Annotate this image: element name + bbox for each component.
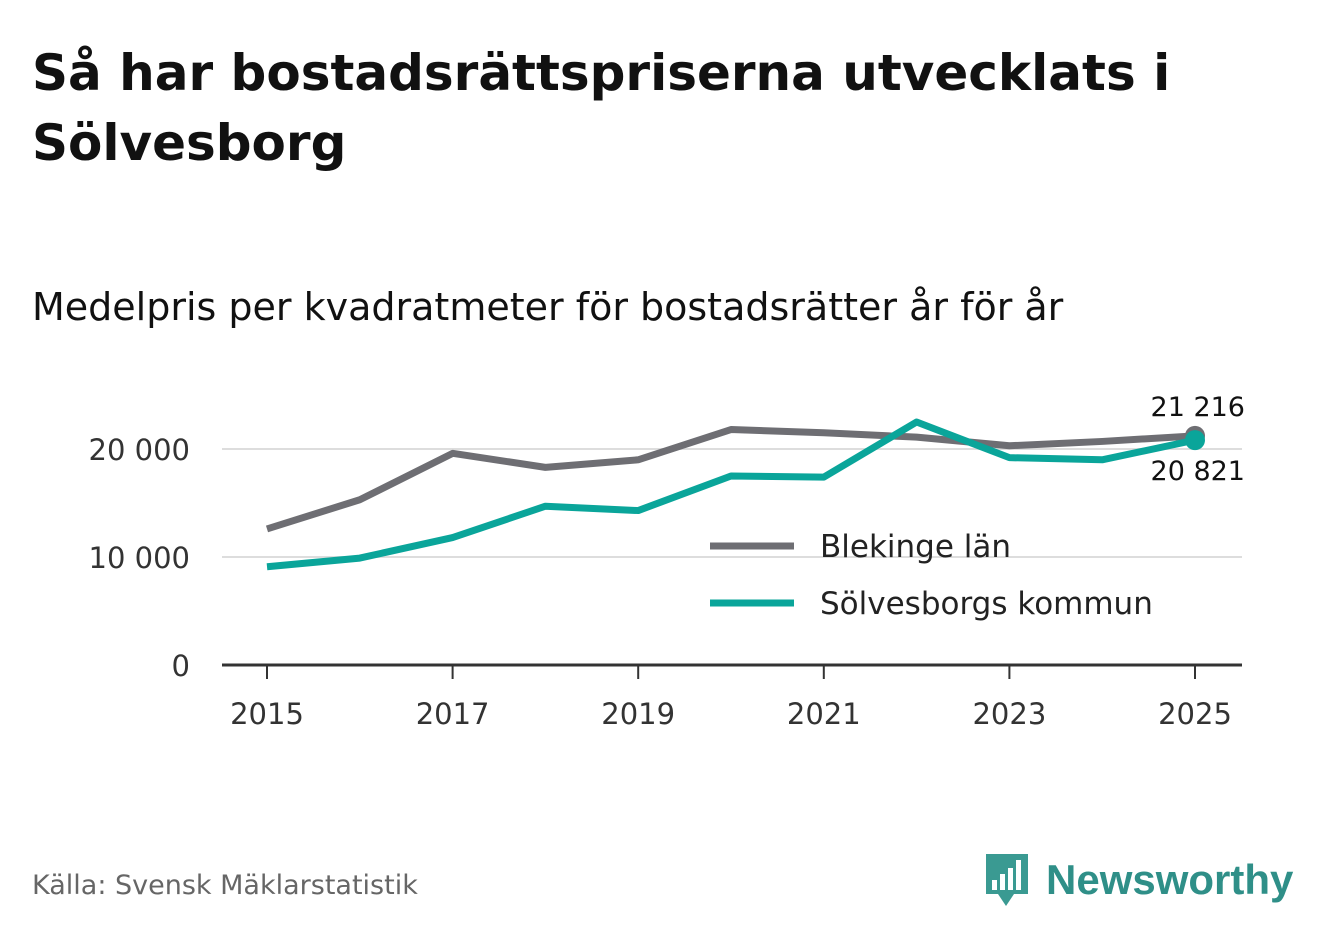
- series-line-solvesborgs-kommun: [266, 418, 1196, 571]
- legend-label: Blekinge län: [820, 529, 1011, 565]
- source-note: Källa: Svensk Mäklarstatistik: [32, 870, 418, 901]
- x-tick-label: 2023: [972, 697, 1046, 731]
- end-value-label-blekinge-lan: 21 216: [1151, 392, 1245, 423]
- y-tick-label: 20 000: [89, 433, 190, 467]
- legend-label: Sölvesborgs kommun: [820, 586, 1153, 622]
- x-tick-label: 2015: [230, 697, 304, 731]
- x-tick-label: 2021: [787, 697, 861, 731]
- x-tick-label: 2017: [416, 697, 490, 731]
- brand-logo: Newsworthy: [982, 850, 1293, 910]
- chart-subtitle: Medelpris per kvadratmeter för bostadsrä…: [32, 285, 1064, 329]
- brand-name: Newsworthy: [1046, 856, 1294, 903]
- chart-title: Så har bostadsrättspriserna utvecklats i…: [32, 44, 1171, 172]
- y-tick-label: 0: [172, 649, 190, 683]
- newsworthy-logo-icon: [986, 854, 1028, 906]
- endpoint-marker-solvesborgs-kommun: [1185, 430, 1205, 451]
- x-tick-label: 2019: [601, 697, 675, 731]
- series-line-blekinge-lan: [265, 426, 1196, 533]
- x-tick-label: 2025: [1158, 697, 1232, 731]
- end-value-label-solvesborgs-kommun: 20 821: [1151, 456, 1245, 487]
- y-tick-label: 10 000: [89, 541, 190, 575]
